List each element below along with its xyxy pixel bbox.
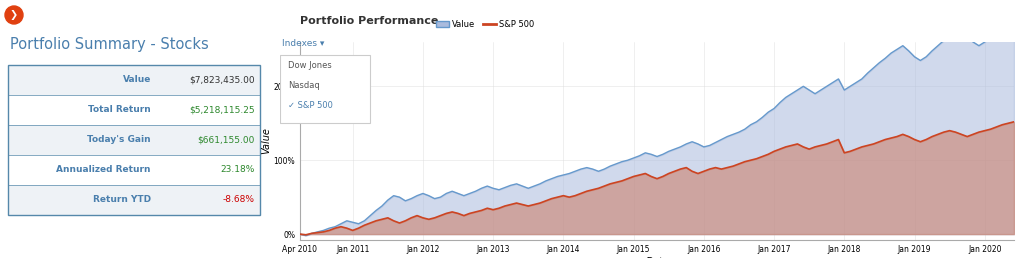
Text: ▾: ▾ (197, 11, 201, 20)
Text: Dow Jones: Dow Jones (288, 60, 332, 69)
Bar (8, 155, 260, 185)
Circle shape (5, 6, 23, 24)
Text: $661,155.00: $661,155.00 (198, 135, 255, 144)
Bar (8, 185, 260, 215)
Bar (8, 65, 260, 215)
Text: Total Return: Total Return (88, 106, 151, 115)
Text: -8.68%: -8.68% (223, 196, 255, 205)
Text: Help: Help (211, 10, 233, 20)
Bar (8, 125, 260, 155)
Bar (280, 55, 370, 123)
X-axis label: Date: Date (645, 257, 669, 258)
Text: Indexes ▾: Indexes ▾ (282, 39, 325, 48)
Text: EQUITYSTAT: EQUITYSTAT (30, 11, 105, 20)
Text: Today's Gain: Today's Gain (87, 135, 151, 144)
Text: ❯: ❯ (10, 10, 18, 20)
Y-axis label: Value: Value (261, 127, 270, 155)
Text: Annualized Return: Annualized Return (56, 165, 151, 174)
Text: Portfolio Performance: Portfolio Performance (300, 16, 438, 26)
Bar (8, 95, 260, 125)
Text: Return YTD: Return YTD (93, 196, 151, 205)
Text: Value: Value (123, 76, 151, 85)
Text: 23.18%: 23.18% (220, 165, 255, 174)
Text: ✓ S&P 500: ✓ S&P 500 (288, 101, 333, 109)
Text: Tools: Tools (173, 10, 197, 20)
Text: Todd Combs: Todd Combs (957, 10, 1016, 20)
Text: Nasdaq: Nasdaq (288, 80, 319, 90)
Text: Portfolio Summary - Stocks: Portfolio Summary - Stocks (10, 36, 209, 52)
Text: $7,823,435.00: $7,823,435.00 (189, 76, 255, 85)
Text: $5,218,115.25: $5,218,115.25 (189, 106, 255, 115)
Legend: Value, S&P 500: Value, S&P 500 (433, 17, 538, 32)
Text: View Portfolio: View Portfolio (101, 10, 168, 20)
Bar (8, 65, 260, 95)
